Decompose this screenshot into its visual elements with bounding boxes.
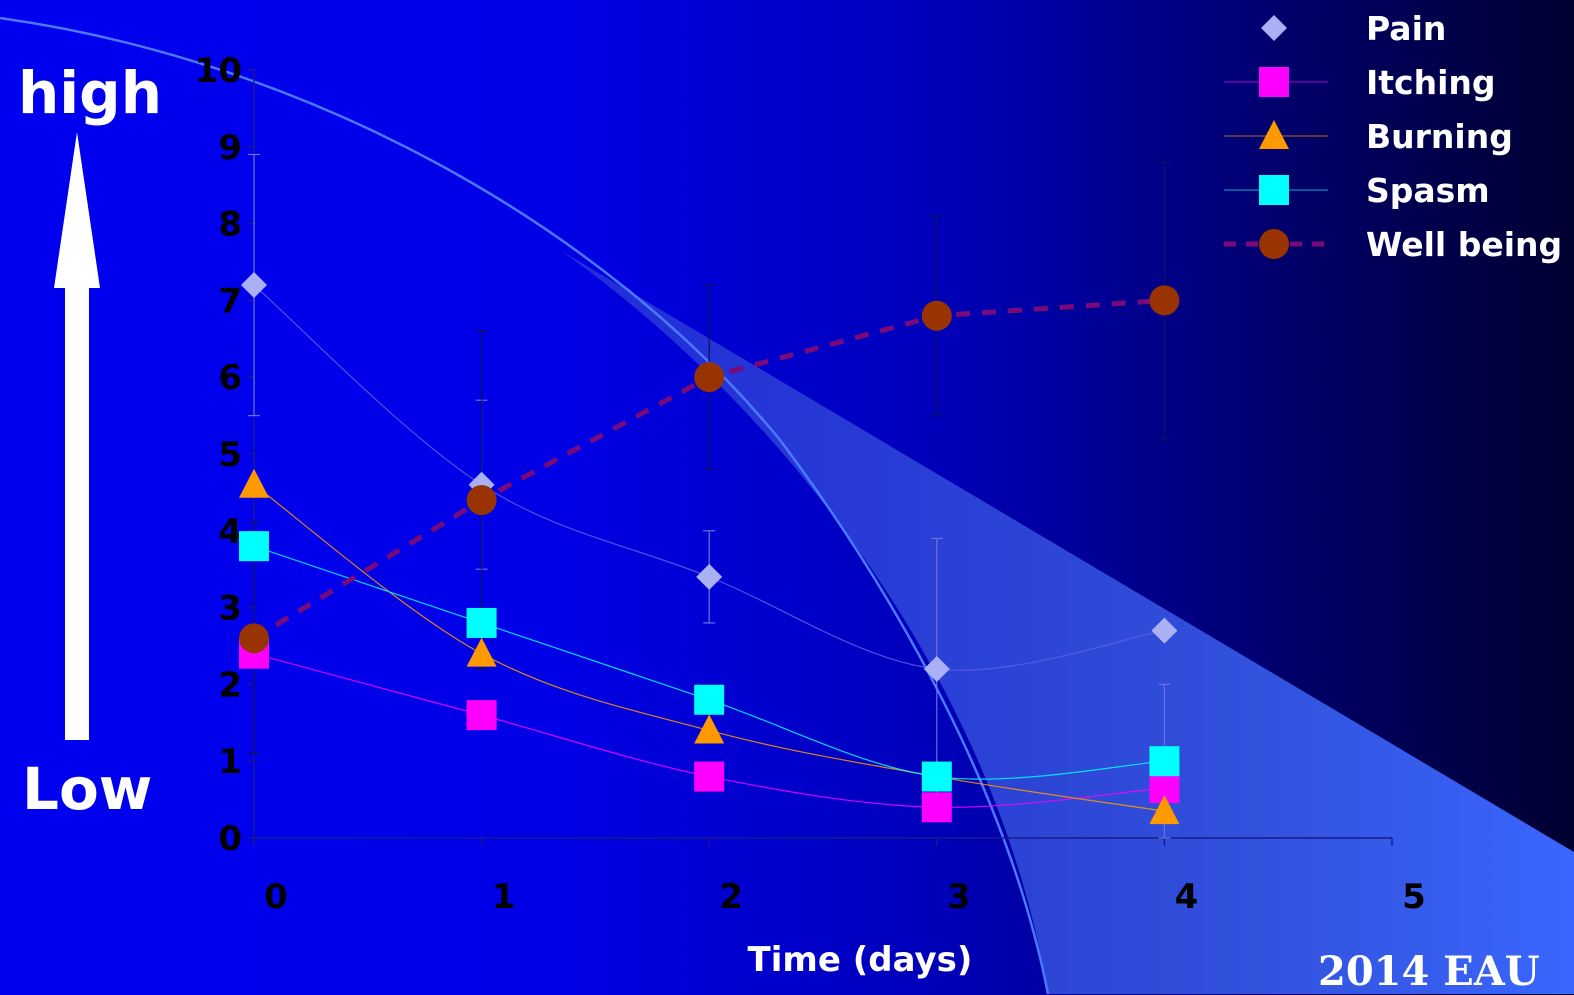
burning-data-point xyxy=(239,468,269,498)
x-tick-label: 4 xyxy=(1175,877,1199,917)
y-tick-label: 1 xyxy=(218,742,242,782)
well-being-data-point xyxy=(466,485,497,516)
legend-marker-well-being xyxy=(1259,229,1289,259)
legend-label-pain: Pain xyxy=(1366,9,1446,48)
pain-data-point xyxy=(923,656,950,683)
y-tick-label: 0 xyxy=(218,819,242,859)
spasm-data-point xyxy=(921,761,952,792)
legend-marker-spasm xyxy=(1259,175,1289,205)
y-tick-label: 3 xyxy=(218,589,242,629)
spasm-data-point xyxy=(1149,746,1180,777)
pain-data-point xyxy=(696,563,723,590)
x-axis-label: Time (days) xyxy=(747,940,973,980)
well-being-data-point xyxy=(921,300,952,331)
well-being-data-point xyxy=(694,362,725,393)
low-label: Low xyxy=(22,755,153,823)
x-tick-label: 0 xyxy=(264,877,288,917)
itching-data-point xyxy=(466,700,497,731)
spasm-data-point xyxy=(694,684,725,715)
x-tick-label: 2 xyxy=(719,877,743,917)
spasm-data-point xyxy=(239,531,269,562)
y-tick-label: 5 xyxy=(218,435,242,475)
legend-marker-itching xyxy=(1259,67,1289,97)
background-arc xyxy=(0,16,1050,994)
y-tick-label: 4 xyxy=(218,512,242,552)
x-tick-label: 5 xyxy=(1402,877,1426,917)
x-tick-label: 1 xyxy=(492,877,516,917)
high-label: high xyxy=(18,59,162,127)
legend-marker-pain xyxy=(1261,15,1287,41)
y-tick-label: 8 xyxy=(218,205,242,245)
source-label: 2014 EAU xyxy=(1318,948,1540,995)
itching-data-point xyxy=(694,761,725,792)
legend-label-burning: Burning xyxy=(1366,117,1513,156)
y-tick-label: 10 xyxy=(195,51,242,91)
pain-data-point xyxy=(241,272,267,299)
well-being-data-point xyxy=(239,623,269,654)
legend-label-itching: Itching xyxy=(1366,63,1496,102)
legend-label-well-being: Well being xyxy=(1366,225,1562,264)
y-tick-label: 2 xyxy=(218,665,242,705)
y-tick-label: 7 xyxy=(218,281,242,321)
legend-marker-burning xyxy=(1259,120,1289,149)
burning-data-point xyxy=(466,637,497,667)
legend-label-spasm: Spasm xyxy=(1366,171,1490,210)
burning-data-point xyxy=(694,714,725,744)
itching-data-point xyxy=(921,792,952,823)
background-wedge xyxy=(560,250,1574,994)
x-tick-label: 3 xyxy=(947,877,971,917)
spasm-data-point xyxy=(466,607,497,638)
y-tick-label: 9 xyxy=(218,128,242,168)
y-tick-label: 6 xyxy=(218,358,242,398)
burning-data-point xyxy=(1149,795,1180,825)
well-being-data-point xyxy=(1149,285,1180,316)
pain-data-point xyxy=(1151,617,1178,644)
